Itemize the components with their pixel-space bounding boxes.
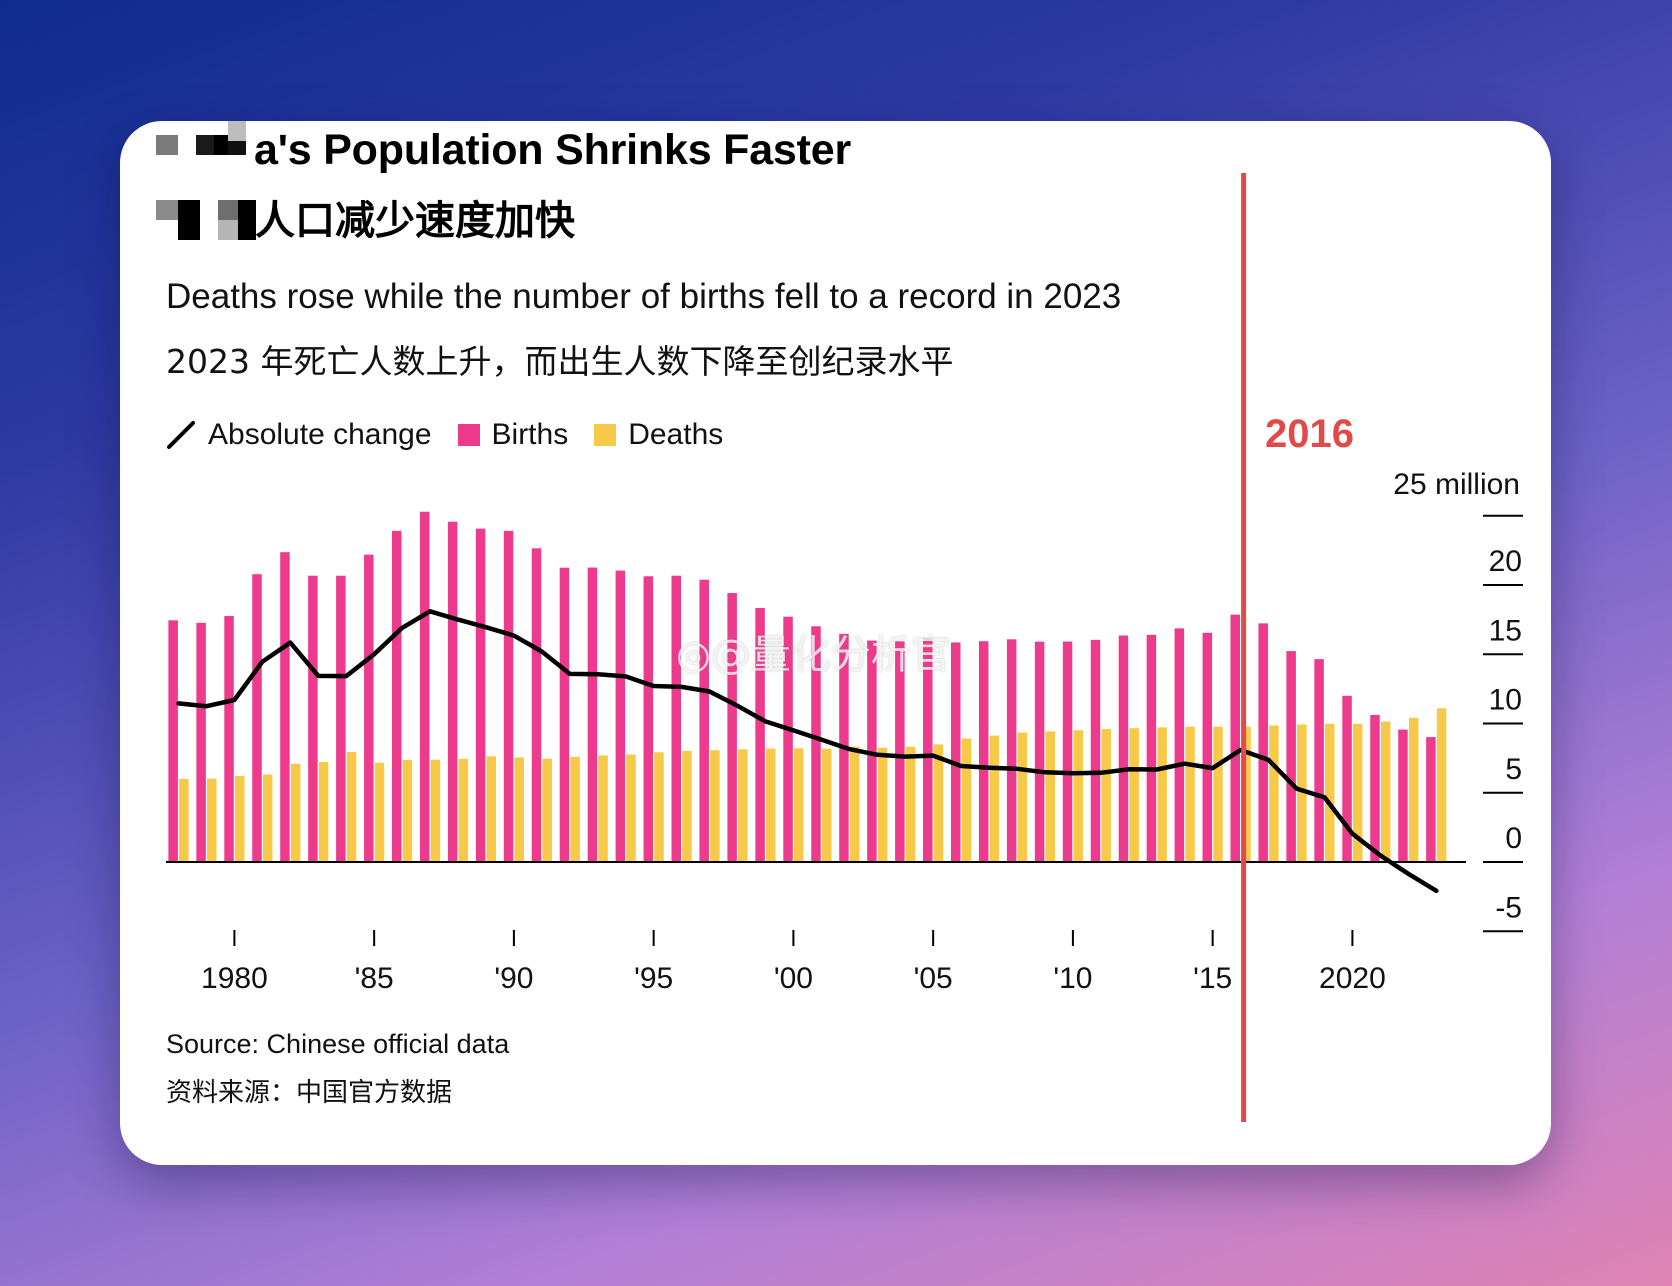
legend-item-absolute-change: Absolute change bbox=[166, 418, 432, 452]
legend-label-deaths: Deaths bbox=[628, 418, 724, 451]
y-axis-unit-label: 25 million bbox=[1393, 468, 1520, 501]
title-mosaic bbox=[156, 121, 254, 181]
legend-item-births: Births bbox=[457, 418, 569, 452]
source-note-zh: 资料来源：中国官方数据 bbox=[166, 1078, 453, 1108]
legend-label-births: Births bbox=[491, 418, 569, 451]
legend-item-deaths: Deaths bbox=[594, 418, 723, 452]
title-zh-mosaic bbox=[156, 194, 256, 244]
weibo-icon: ◎ bbox=[676, 632, 711, 678]
chart-title: a's Population Shrinks Faster bbox=[254, 126, 852, 174]
chart-title-zh: 人口减少速度加快 bbox=[255, 198, 575, 244]
watermark: ◎@量化分析官 bbox=[676, 622, 951, 680]
deaths-swatch-icon bbox=[594, 424, 617, 446]
chart-subtitle-zh: 2023 年死亡人数上升，而出生人数下降至创纪录水平 bbox=[166, 342, 954, 381]
chart-subtitle: Deaths rose while the number of births f… bbox=[166, 277, 1122, 316]
legend: Absolute change Births Deaths bbox=[166, 414, 749, 456]
legend-label-absolute-change: Absolute change bbox=[208, 418, 432, 451]
watermark-text: @量化分析官 bbox=[710, 632, 951, 678]
births-swatch-icon bbox=[457, 424, 480, 446]
line-icon bbox=[167, 421, 195, 449]
source-note: Source: Chinese official data bbox=[166, 1029, 510, 1059]
highlight-year-label: 2016 bbox=[1265, 412, 1354, 456]
